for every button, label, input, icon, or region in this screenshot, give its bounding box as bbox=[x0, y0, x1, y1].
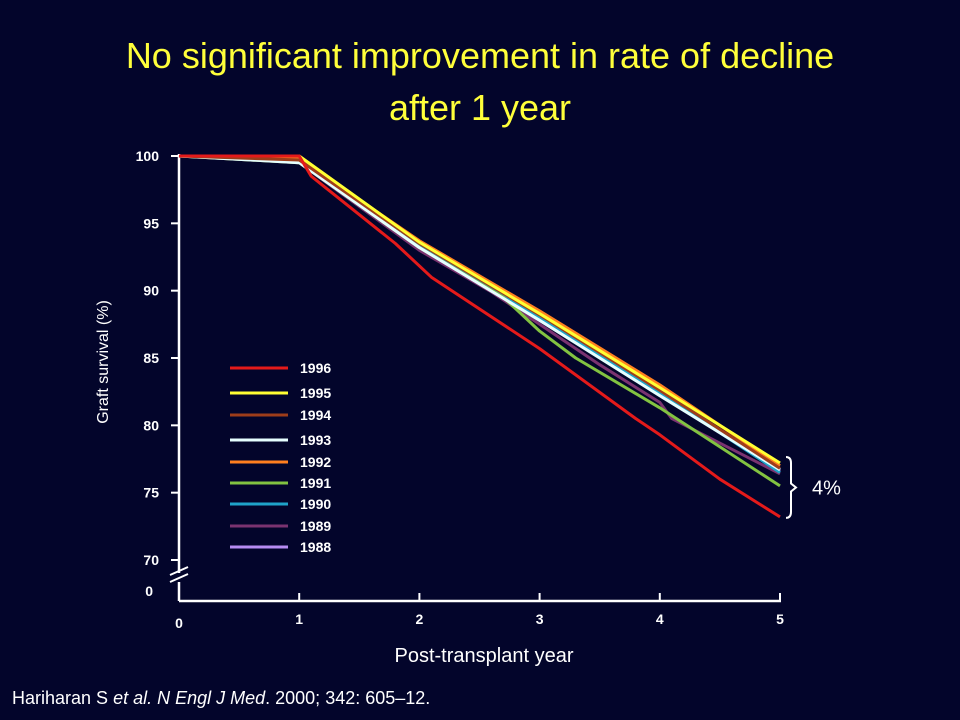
axis-break-mark-2 bbox=[169, 573, 189, 583]
x-tick-label-2: 2 bbox=[416, 611, 424, 627]
y-axis-label: Graft survival (%) bbox=[95, 300, 112, 424]
series-line-1993 bbox=[178, 154, 781, 472]
citation: Hariharan S et al. N Engl J Med. 2000; 3… bbox=[12, 688, 430, 709]
chart-axes bbox=[169, 154, 781, 603]
title-line-2: after 1 year bbox=[388, 87, 572, 128]
x-tick-label-3: 3 bbox=[536, 611, 544, 627]
x-tick-label-5: 5 bbox=[776, 611, 784, 627]
chart-series bbox=[178, 154, 781, 519]
annotation-bracket bbox=[785, 456, 798, 519]
legend-label-1989: 1989 bbox=[300, 518, 331, 534]
y-tick-label-75: 75 bbox=[143, 485, 159, 501]
x-tick-label-4: 4 bbox=[656, 611, 664, 627]
citation-details: . 2000; 342: 605–12. bbox=[265, 688, 431, 708]
legend-label-1990: 1990 bbox=[300, 496, 331, 512]
y-tick-label-95: 95 bbox=[143, 215, 159, 231]
series-line-1991 bbox=[178, 154, 781, 488]
legend-label-1994: 1994 bbox=[300, 407, 331, 423]
difference-annotation: 4% bbox=[785, 456, 841, 519]
legend-label-1996: 1996 bbox=[300, 360, 331, 376]
slide-title: No significant improvement in rate of de… bbox=[0, 30, 960, 134]
axis-break-mark-1 bbox=[169, 566, 189, 576]
y-tick-label-70: 70 bbox=[143, 552, 159, 568]
series-line-1990 bbox=[178, 154, 781, 474]
y-axis-break-label: 0 bbox=[145, 583, 153, 599]
legend-label-1991: 1991 bbox=[300, 475, 331, 491]
y-tick-label-90: 90 bbox=[143, 283, 159, 299]
legend-label-1988: 1988 bbox=[300, 539, 331, 555]
series-line-1994 bbox=[178, 154, 781, 470]
annotation-label: 4% bbox=[812, 477, 841, 499]
citation-journal: et al. N Engl J Med bbox=[113, 688, 266, 708]
y-ticks: 70 75 80 85 90 95 100 bbox=[136, 148, 179, 568]
title-line-1: No significant improvement in rate of de… bbox=[125, 35, 835, 76]
x-tick-label-1: 1 bbox=[295, 611, 303, 627]
y-tick-label-100: 100 bbox=[136, 148, 160, 164]
series-line-1996 bbox=[179, 154, 781, 519]
x-tick-label-0: 0 bbox=[175, 615, 183, 631]
citation-authors: Hariharan S bbox=[12, 688, 114, 708]
x-axis-label: Post-transplant year bbox=[395, 645, 574, 667]
series-line-1988 bbox=[178, 154, 781, 473]
chart-legend: 1996 1995 1994 1993 1992 1991 1990 1989 1988 bbox=[230, 360, 331, 555]
y-tick-label-80: 80 bbox=[143, 417, 159, 433]
legend-label-1992: 1992 bbox=[300, 454, 331, 470]
legend-label-1993: 1993 bbox=[300, 432, 331, 448]
series-line-1992 bbox=[178, 154, 781, 467]
legend-label-1995: 1995 bbox=[300, 385, 331, 401]
y-tick-label-85: 85 bbox=[143, 350, 159, 366]
x-ticks: 0 1 2 3 4 5 bbox=[175, 593, 784, 631]
